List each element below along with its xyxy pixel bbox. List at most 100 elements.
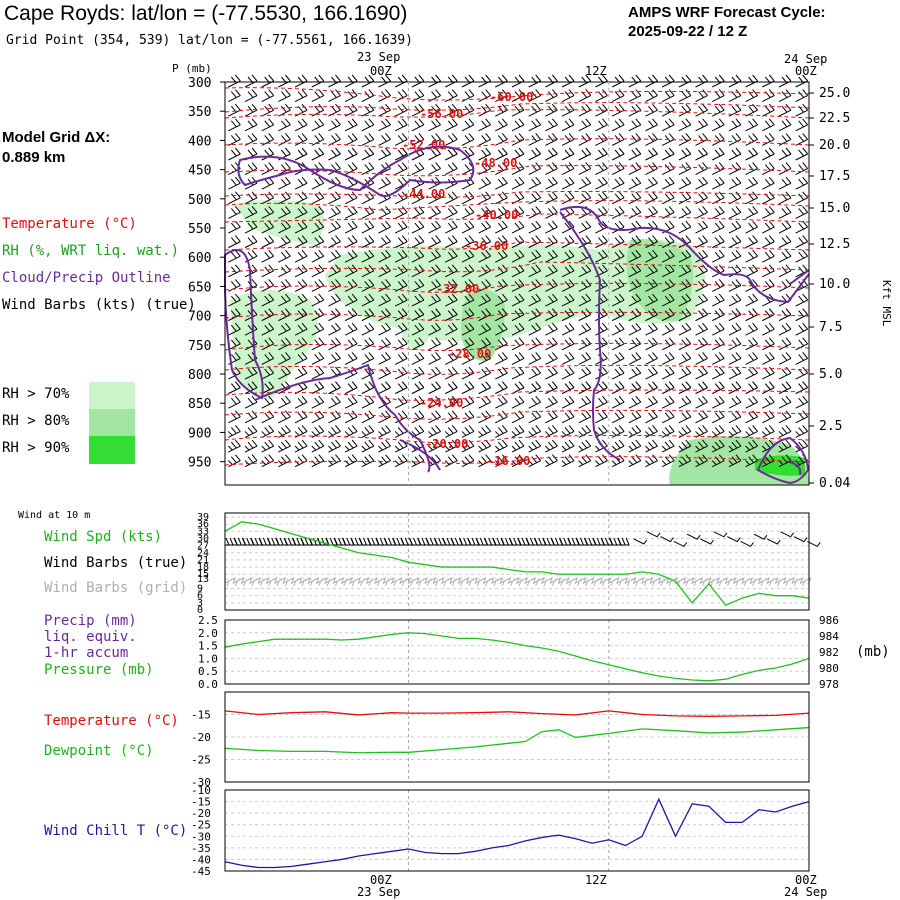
wind-barb (411, 103, 425, 117)
wind-barb (795, 206, 809, 219)
wind-barb (795, 147, 809, 161)
wind-barb (378, 293, 391, 307)
wind-barb (344, 381, 358, 395)
wind-barb (278, 425, 291, 438)
wind-barb (311, 118, 325, 132)
true-barb (793, 536, 808, 543)
wind-barb (528, 176, 542, 190)
wind-barb (378, 264, 391, 278)
wind-barb (445, 118, 458, 132)
wind-barb (628, 410, 642, 424)
wind-barb (728, 425, 742, 438)
grid-barb (374, 577, 387, 587)
pressure-tick-label: 600 (188, 251, 211, 266)
wind-barb (378, 118, 391, 132)
wind-barb (745, 74, 758, 88)
wind-barb (745, 147, 758, 161)
wind-barb (795, 220, 809, 234)
wind-barb (511, 381, 525, 395)
temperature-contour (224, 261, 810, 273)
wind-barb (745, 220, 758, 234)
pressure-tick-label: 980 (819, 662, 839, 675)
wind-barb (378, 308, 391, 322)
forecast-cycle-value: 2025-09-22 / 12 Z (628, 23, 748, 40)
legend-precip: Precip (mm) (44, 613, 137, 629)
true-barb (727, 536, 741, 543)
panel4: -15 -20 -25 -30 (191, 692, 809, 789)
wind-barb (478, 103, 492, 117)
temperature-contour (224, 364, 810, 375)
wind-barb (695, 147, 708, 161)
precip-tick-label: 0.0 (198, 678, 218, 691)
wind-barb (294, 147, 308, 161)
wind-barb (578, 133, 592, 146)
wind-barb (378, 249, 391, 263)
wind-barb (361, 191, 375, 205)
grid-barb (717, 577, 729, 587)
grid-barb (433, 577, 445, 587)
wind-barb (378, 381, 391, 395)
legend-cloud: Cloud/Precip Outline (2, 270, 171, 286)
kft-tick-label: 2.5 (819, 419, 842, 434)
wind-barb (511, 425, 525, 438)
cloud-outline (789, 269, 810, 285)
wind-barb (411, 89, 425, 103)
wind-barb (411, 337, 425, 351)
wind-barb (444, 454, 458, 468)
wind-barb (445, 133, 458, 146)
temp-tick-label: -30 (191, 776, 211, 789)
grid-barb (241, 577, 253, 587)
wind-barb (578, 147, 592, 161)
wind-barb (712, 410, 725, 424)
wind-tick-label: 39 (197, 512, 209, 523)
wind-barb (595, 176, 608, 190)
wind-barb (461, 352, 475, 365)
temperature-contour (224, 241, 810, 251)
wind-barb (528, 220, 542, 234)
wind-barb (578, 439, 592, 453)
wind-barb (228, 381, 241, 395)
wind-barb (478, 235, 492, 249)
wind-barb (661, 249, 675, 263)
wind-barb (795, 176, 809, 190)
wind-barb (561, 191, 575, 205)
grid-barb (650, 577, 662, 587)
wind-barb (628, 191, 642, 205)
wind-barb (745, 352, 758, 365)
grid-barb (600, 577, 612, 587)
wind-barb (561, 352, 575, 365)
wind-barb (712, 206, 725, 219)
wind-barb (795, 308, 809, 322)
wind-barb (411, 395, 425, 409)
wind-barb (378, 191, 391, 205)
wind-barb (461, 454, 475, 468)
wind-barb (611, 337, 625, 351)
precip-tick-label: 1.5 (198, 640, 218, 653)
wind-barb (578, 366, 592, 380)
panel3-frame (224, 619, 810, 685)
wind-barb (328, 147, 341, 161)
wind-barb (411, 74, 425, 88)
wind-barb (411, 162, 425, 176)
chill-tick-label: -15 (191, 796, 211, 809)
wind-barb (311, 410, 325, 424)
wind-barb (228, 322, 241, 336)
grid-barb (733, 577, 745, 587)
wind-barb (261, 147, 275, 161)
wind-barb (795, 337, 809, 351)
wind-barb (311, 103, 325, 117)
wind-barb (361, 293, 375, 307)
wind-tick-label: 27 (197, 541, 209, 552)
wind-barb (278, 264, 291, 278)
wind-barb (228, 133, 241, 146)
grid-barb (516, 577, 528, 587)
wind-barb (411, 352, 425, 365)
wind-barb (511, 337, 525, 351)
wind-barb (645, 118, 658, 132)
wind-barb (611, 191, 625, 205)
wind-barb (311, 322, 325, 336)
wind-barb (461, 220, 475, 234)
wind-barb (545, 425, 558, 438)
wind-barb (278, 410, 291, 424)
